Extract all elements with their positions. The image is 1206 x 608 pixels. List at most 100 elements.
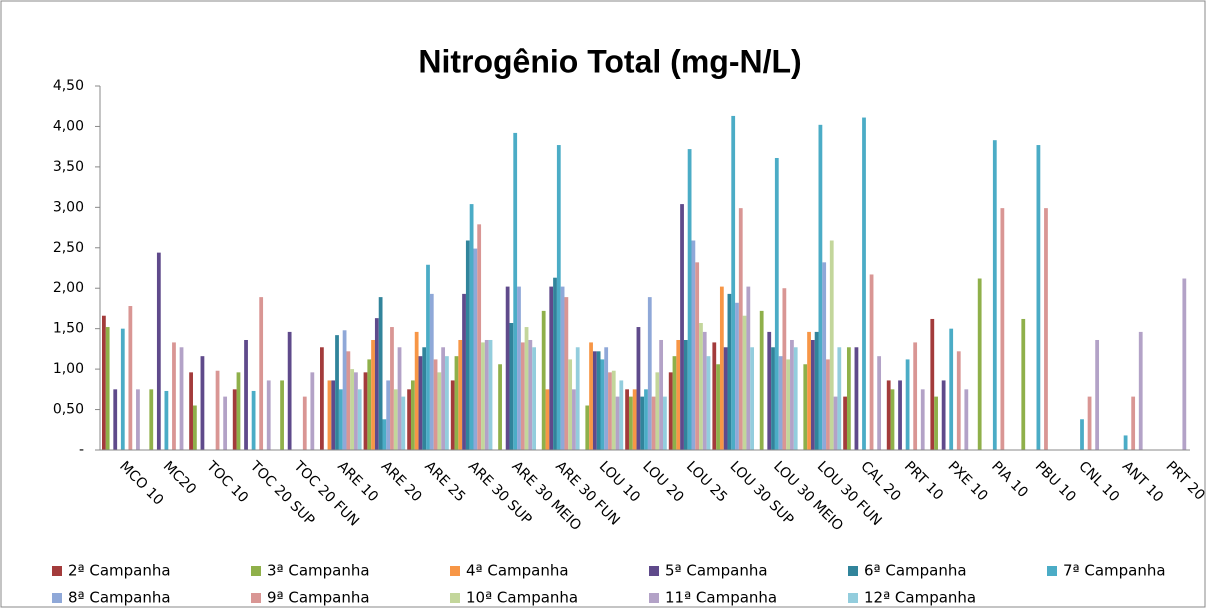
legend-swatch — [52, 566, 62, 576]
bar — [738, 208, 743, 450]
bar — [437, 372, 442, 450]
bar — [822, 262, 827, 450]
bar — [854, 347, 859, 450]
bar — [706, 356, 711, 450]
bar — [367, 359, 372, 450]
bar — [513, 132, 518, 450]
bar — [302, 396, 307, 450]
bar — [890, 389, 895, 450]
bar — [320, 347, 324, 450]
bar — [564, 297, 569, 450]
bar — [357, 389, 362, 450]
bar — [596, 351, 601, 450]
legend-swatch — [251, 566, 261, 576]
bar — [266, 380, 271, 450]
bar — [128, 306, 133, 450]
bar — [1044, 208, 1048, 450]
bar — [390, 327, 394, 450]
bar — [793, 347, 798, 450]
bar — [636, 327, 641, 450]
bar — [528, 339, 533, 450]
bar — [215, 370, 220, 450]
bar — [251, 390, 256, 450]
bar — [920, 389, 925, 450]
bar — [687, 149, 692, 451]
legend-label: 4ª Campanha — [466, 562, 569, 580]
bar — [172, 342, 176, 450]
bar — [462, 293, 466, 450]
legend-swatch — [450, 593, 460, 603]
bar — [668, 372, 673, 450]
bar — [397, 347, 402, 450]
bar — [818, 124, 823, 451]
bar — [553, 277, 557, 450]
bar — [655, 372, 660, 450]
bar — [640, 396, 645, 450]
bar — [790, 339, 794, 450]
bar — [782, 288, 787, 450]
bar — [445, 356, 449, 450]
bar — [410, 380, 415, 450]
bar — [644, 389, 648, 450]
bar — [846, 347, 851, 450]
bar — [786, 359, 791, 450]
bar — [611, 370, 616, 450]
y-tick-label: 4,00 — [53, 118, 84, 134]
bar — [422, 347, 427, 450]
bar — [310, 372, 315, 450]
bar — [232, 389, 237, 450]
bar — [956, 351, 961, 450]
bar — [735, 302, 739, 450]
bar — [589, 342, 593, 450]
bar — [481, 342, 485, 450]
bar — [619, 380, 624, 450]
bar — [934, 396, 938, 450]
bar — [862, 117, 866, 451]
bar — [774, 157, 779, 451]
bar — [803, 364, 808, 450]
y-tick-label: 4,50 — [53, 78, 84, 94]
legend-swatch — [450, 566, 460, 576]
y-tick-label: 1,50 — [53, 321, 84, 337]
legend-swatch — [848, 593, 858, 603]
bar — [450, 380, 455, 450]
bar — [473, 248, 478, 450]
bar — [663, 396, 667, 450]
bar — [771, 347, 775, 450]
bar — [259, 297, 264, 450]
bar — [560, 286, 565, 450]
bar — [1182, 278, 1187, 450]
bar — [223, 396, 228, 450]
bar — [719, 286, 724, 450]
bar — [716, 364, 720, 450]
bar — [484, 339, 489, 450]
bar — [905, 359, 910, 450]
bar — [505, 286, 510, 450]
bar — [414, 331, 419, 450]
bar — [346, 351, 351, 450]
bar — [156, 252, 161, 450]
bar — [676, 339, 681, 450]
bar — [244, 339, 248, 450]
bar — [441, 347, 446, 450]
bar — [1095, 339, 1100, 450]
bar — [651, 396, 656, 450]
y-tick-label: 3,50 — [53, 159, 84, 175]
bar — [1080, 419, 1084, 450]
bar — [200, 356, 205, 450]
legend-label: 7ª Campanha — [1063, 562, 1166, 580]
bar — [520, 342, 525, 450]
bar — [465, 240, 470, 450]
chart-title: Nitrogênio Total (mg-N/L) — [418, 43, 801, 79]
bar — [949, 328, 954, 450]
legend-swatch — [52, 593, 62, 603]
bar — [164, 390, 169, 450]
bar — [592, 351, 597, 450]
bar — [287, 331, 292, 450]
bar — [672, 356, 677, 450]
bar — [1138, 331, 1143, 450]
bar — [750, 347, 754, 450]
bar — [331, 380, 336, 450]
